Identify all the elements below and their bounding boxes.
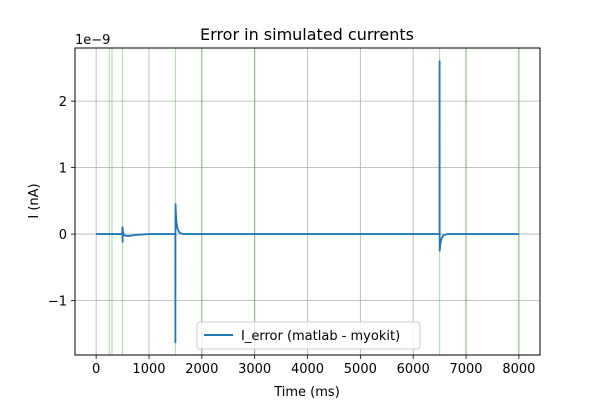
- series-line: [96, 60, 519, 344]
- x-tick-label: 5000: [344, 362, 377, 377]
- x-axis-ticks: 0 1000 2000 3000 4000 5000 6000 7000 8000: [92, 355, 535, 377]
- legend: I_error (matlab - myokit): [196, 321, 421, 350]
- legend-entry-label: I_error (matlab - myokit): [241, 329, 400, 344]
- y-tick-label: 2: [59, 95, 67, 110]
- x-tick-label: 4000: [291, 362, 324, 377]
- x-tick-label: 1000: [132, 362, 165, 377]
- plot-area: [74, 47, 541, 356]
- x-tick-label: 2000: [185, 362, 218, 377]
- chart-title: Error in simulated currents: [200, 25, 414, 44]
- x-tick-label: 0: [92, 362, 100, 377]
- x-axis-label: Time (ms): [273, 385, 340, 400]
- y-tick-label: 0: [59, 228, 67, 243]
- y-tick-label: 1: [59, 162, 67, 177]
- x-tick-label: 8000: [502, 362, 535, 377]
- y-axis-label: I (nA): [27, 183, 42, 218]
- legend-box: [196, 321, 421, 350]
- x-tick-label: 3000: [238, 362, 271, 377]
- x-tick-label: 7000: [449, 362, 482, 377]
- x-tick-label: 6000: [397, 362, 430, 377]
- y-axis-ticks: −1 0 1 2: [48, 95, 75, 310]
- y-tick-label: −1: [48, 295, 67, 310]
- y-offset-label: 1e−9: [75, 33, 110, 48]
- series-layer: [96, 60, 519, 344]
